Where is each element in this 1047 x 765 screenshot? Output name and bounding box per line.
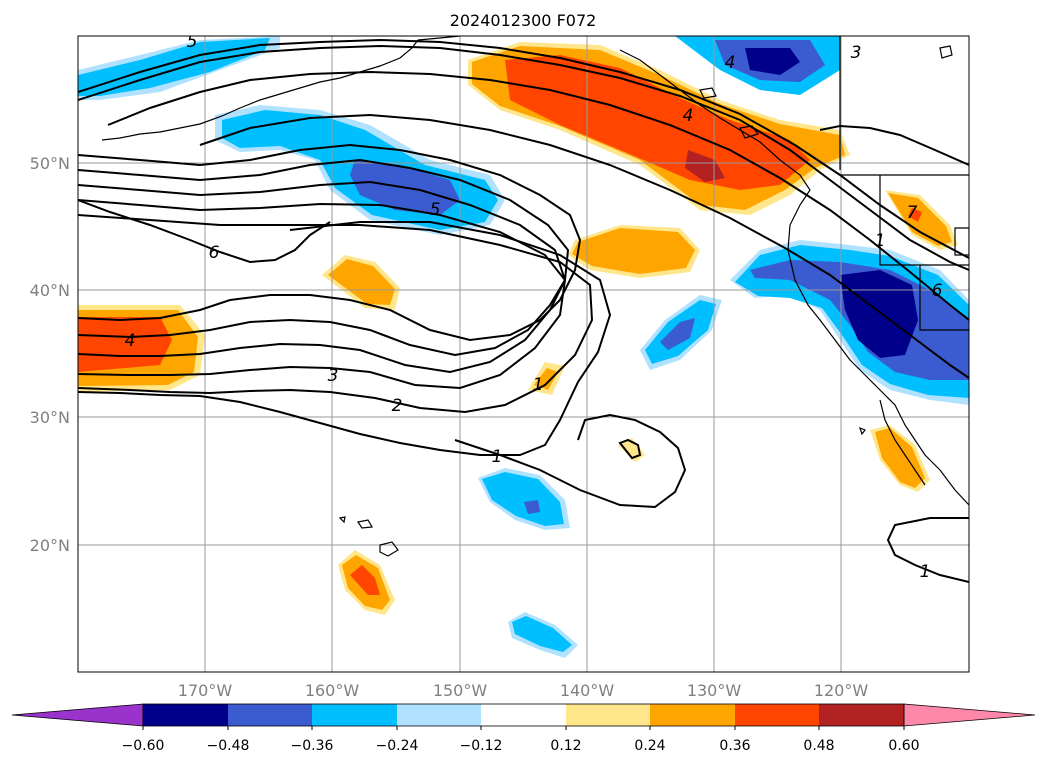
lon-label-130w: 130°W [687,681,742,700]
lon-label-150w: 150°W [433,681,488,700]
contour-label: 3 [328,366,339,386]
negative-anomaly-patch [512,616,572,652]
negative-anomaly-patch [524,500,540,514]
contour-label: 6 [932,281,943,301]
colorbar-segment [566,704,650,726]
contour-label: 2 [392,396,403,416]
colorbar-tick-label: 0.12 [550,738,581,754]
positive-anomaly-patch [685,150,725,182]
contour-label: 6 [209,243,220,263]
positive-anomaly-patch [908,208,922,222]
longitude-labels: 170°W 160°W 150°W 140°W 130°W 120°W [178,681,869,700]
colorbar-segment [228,704,312,726]
contour-label: 1 [533,375,544,395]
negative-anomaly-patch [660,318,695,350]
contour-label: 7 [907,203,918,223]
anomaly-fill [78,36,969,658]
negative-anomaly-patch [745,48,800,75]
colorbar-tick-label: −0.48 [207,738,250,754]
lat-label-20n: 20°N [30,536,70,555]
lat-label-40n: 40°N [30,281,70,300]
colorbar-segment [903,703,1036,727]
positive-anomaly-patch [888,193,952,246]
negative-anomaly-patch [840,270,918,358]
lat-label-30n: 30°N [30,408,70,427]
contour-label: 4 [683,106,694,126]
positive-anomaly-patch [875,428,925,488]
contour-label: 4 [125,331,136,351]
map-title: 2024012300 F072 [450,11,597,30]
contour-labels: 1 1 2 3 4 4 5 5 6 6 3 4 1 7 1 [125,32,943,582]
lon-label-120w: 120°W [814,681,869,700]
colorbar-segment [11,703,144,727]
colorbar-segment [481,704,566,726]
colorbar-tick-label: 0.60 [888,738,919,754]
contour-label: 4 [725,53,736,73]
positive-anomaly-patch [572,228,695,274]
contour-label: 1 [920,562,931,582]
map-area: 1 1 2 3 4 4 5 5 6 6 3 4 1 7 1 [78,32,969,672]
colorbar-segment [650,704,735,726]
colorbar-tick-label: −0.60 [122,738,165,754]
colorbar-tick-label: 0.36 [719,738,750,754]
negative-anomaly-patch [482,472,564,526]
lat-label-50n: 50°N [30,154,70,173]
colorbar-tick-label: −0.36 [291,738,334,754]
colorbar-tick-label: 0.24 [634,738,665,754]
contour-label: 1 [875,231,886,251]
colorbar-tick-label: 0.48 [803,738,834,754]
contour-label: 1 [492,447,503,467]
positive-anomaly-patch [78,317,172,372]
lon-label-140w: 140°W [560,681,615,700]
colorbar-tick-label: −0.24 [376,738,419,754]
colorbar-segment [312,704,397,726]
colorbar-segment [735,704,819,726]
contours [78,38,969,583]
gridlines [78,36,969,672]
contour-label: 5 [430,200,441,220]
negative-anomaly-patch [78,38,270,96]
positive-anomaly-patch [328,259,395,305]
positive-anomaly-patch [350,565,380,595]
colorbar: −0.60 −0.48 −0.36 −0.24 −0.12 0.12 0.24 … [11,703,1036,754]
lon-label-170w: 170°W [178,681,233,700]
contour-label: 3 [851,43,862,63]
contour-label: 5 [187,32,198,52]
map-frame [77,35,970,673]
positive-anomaly-patch [505,55,810,190]
positive-anomaly-patch [534,368,558,390]
colorbar-segment [143,704,228,726]
latitude-labels: 50°N 40°N 30°N 20°N [30,154,70,555]
colorbar-segment [397,704,481,726]
colorbar-segment [819,704,904,726]
coastlines [101,36,969,557]
colorbar-tick-label: −0.12 [460,738,503,754]
lon-label-160w: 160°W [305,681,360,700]
